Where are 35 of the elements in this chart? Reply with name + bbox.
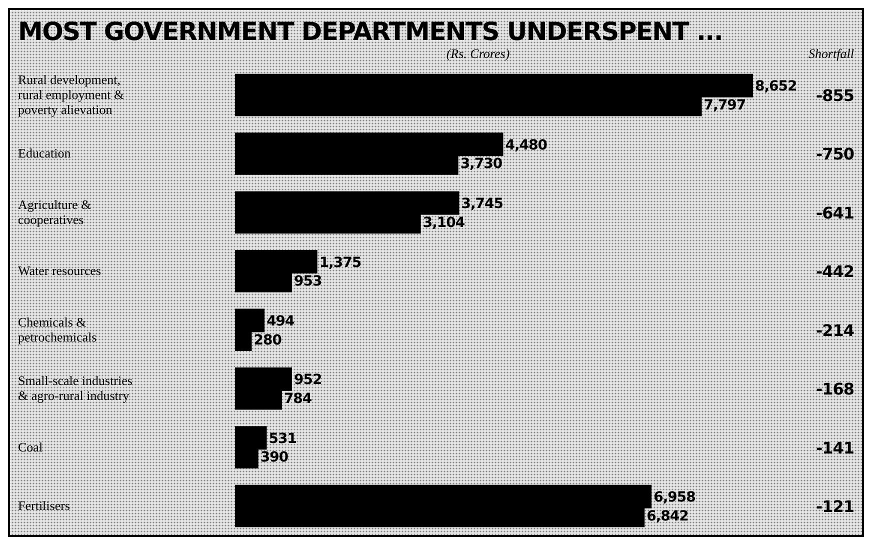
data-label: 3,730 <box>460 156 503 172</box>
y-tick-label: Agriculture & cooperatives <box>18 196 92 227</box>
data-label: 3,745 <box>461 196 504 212</box>
data-label: 7,797 <box>704 97 746 114</box>
chart-title: MOST GOVERNMENT DEPARTMENTS UNDERSPENT ... <box>18 17 723 46</box>
text: -442 <box>816 262 854 282</box>
text: -141 <box>816 438 854 458</box>
text: Shortfall <box>808 46 854 61</box>
text: -750 <box>816 144 854 164</box>
text: -214 <box>816 320 854 340</box>
chart-subtitle: (Rs. Crores) <box>446 46 510 61</box>
data-label: 4,480 <box>505 137 548 154</box>
data-label: 531 <box>268 430 297 447</box>
data-label: 494 <box>266 313 296 330</box>
data-label: 784 <box>284 390 312 407</box>
data-label: 3,104 <box>422 214 466 231</box>
text: -641 <box>816 203 854 222</box>
text: -855 <box>816 86 854 106</box>
data-label: 6,842 <box>646 508 688 524</box>
y-tick-label: Rural development, rural employment & poverty alievation <box>18 72 124 118</box>
y-tick-label: Fertilisers <box>18 498 70 513</box>
data-label: 280 <box>254 332 282 348</box>
data-label: 8,652 <box>755 78 797 95</box>
data-label: 953 <box>294 274 322 290</box>
y-tick-label: Coal <box>18 439 43 454</box>
data-label: 1,375 <box>319 254 362 271</box>
data-label: 952 <box>294 372 322 388</box>
data-label: 390 <box>260 450 289 466</box>
data-label: 6,958 <box>654 490 696 506</box>
text: -121 <box>816 496 854 516</box>
y-tick-label: Chemicals & petrochemicals <box>18 314 97 344</box>
y-tick-label: Education <box>18 146 72 161</box>
y-tick-label: Small-scale industries & agro-rural industry <box>18 373 132 404</box>
y-tick-label: Water resources <box>18 263 102 278</box>
text: -168 <box>816 380 854 399</box>
